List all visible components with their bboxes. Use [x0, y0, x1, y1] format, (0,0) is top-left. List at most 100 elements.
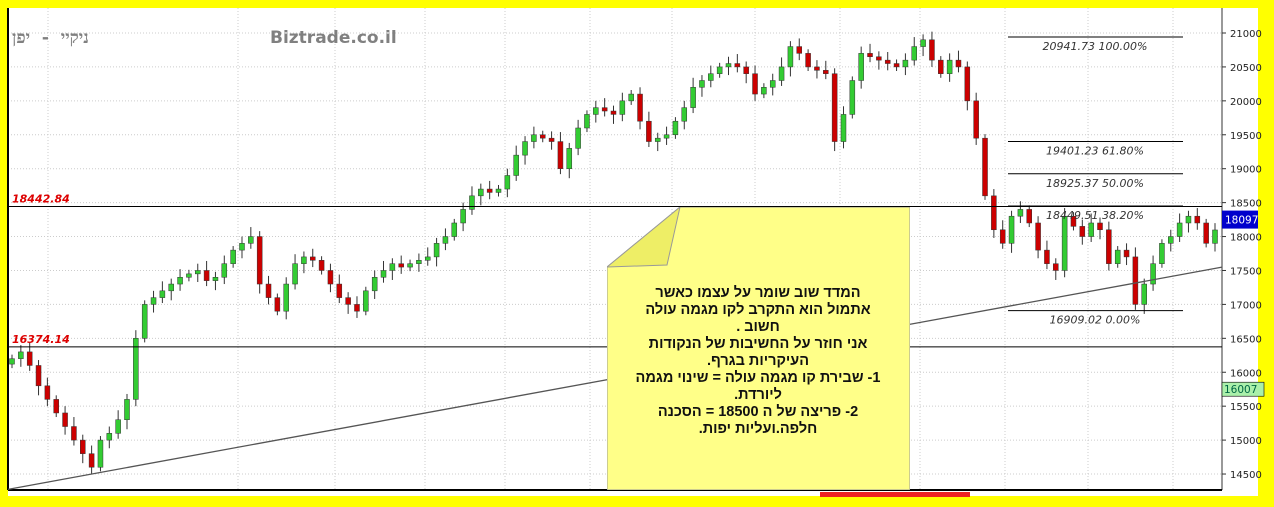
y-tick-label: 17000: [1230, 300, 1262, 311]
candle-body: [787, 46, 794, 68]
candle-body: [761, 87, 767, 95]
candle-body: [1044, 249, 1050, 264]
candle-body: [460, 209, 466, 224]
candle-body: [734, 63, 741, 68]
candle-body: [53, 399, 59, 414]
candle-body: [292, 263, 298, 285]
candle-body: [566, 148, 573, 169]
last-price-box: [1222, 210, 1258, 229]
candle-body: [991, 195, 997, 231]
candle-body: [150, 297, 157, 305]
y-tick-label: 20500: [1230, 63, 1262, 74]
candle-body: [389, 263, 396, 271]
candle-body: [186, 273, 192, 278]
candle-body: [18, 351, 24, 359]
candle-body: [1141, 283, 1147, 305]
candle-body: [1168, 236, 1174, 244]
last-price-label: 18097: [1225, 215, 1258, 227]
instrument-title: ניקיי - יפן: [12, 28, 89, 48]
candle-body: [593, 107, 599, 115]
candle-body: [654, 137, 661, 142]
candle-body: [796, 46, 803, 54]
candle-body: [318, 260, 325, 271]
sticky-note[interactable]: [607, 207, 910, 490]
candle-body: [159, 290, 166, 298]
candle-body: [663, 134, 670, 139]
timeline-highlight: [820, 492, 970, 497]
candle-body: [239, 243, 245, 251]
horizontal-level-label: 18442.84: [12, 193, 70, 206]
candle-body: [1079, 226, 1086, 237]
candle-body: [363, 290, 369, 312]
y-tick-label: 15500: [1230, 402, 1262, 413]
fibonacci-level-label: 18925.37 50.00%: [1046, 177, 1144, 190]
candle-body: [416, 260, 422, 264]
candle-body: [407, 263, 413, 268]
candle-body: [982, 137, 988, 197]
candle-body: [1088, 222, 1094, 237]
candle-body: [902, 59, 909, 68]
candle-body: [681, 107, 688, 122]
candle-body: [230, 249, 236, 264]
candle-body: [478, 188, 484, 197]
candle-body: [823, 70, 829, 74]
candle-body: [256, 236, 263, 285]
candle-body: [946, 59, 953, 74]
candle-body: [938, 59, 944, 74]
candle-body: [584, 114, 590, 129]
candle-body: [1070, 215, 1077, 227]
candle-body: [398, 263, 404, 268]
candle-body: [672, 120, 679, 136]
candle-body: [610, 110, 617, 115]
candle-body: [778, 66, 785, 81]
candle-body: [1176, 222, 1183, 237]
candle-body: [504, 175, 511, 190]
candle-body: [168, 283, 174, 292]
candle-body: [1008, 215, 1015, 244]
candle-body: [451, 222, 458, 237]
candle-body: [522, 141, 528, 156]
candle-body: [141, 304, 148, 339]
candle-body: [380, 270, 387, 278]
candle-body: [35, 365, 42, 387]
candle-body: [1017, 209, 1024, 217]
y-tick-label: 17500: [1230, 266, 1262, 277]
y-tick-label: 19500: [1230, 131, 1262, 142]
candle-body: [26, 351, 33, 366]
candle-body: [354, 304, 360, 312]
candle-body: [486, 188, 493, 193]
candle-body: [1114, 249, 1121, 264]
candle-body: [920, 39, 926, 47]
candle-body: [557, 141, 564, 169]
candle-body: [884, 59, 891, 64]
y-tick-label: 14500: [1230, 470, 1262, 481]
y-tick-label: 15000: [1230, 436, 1262, 447]
candle-body: [265, 283, 272, 298]
candle-body: [973, 100, 979, 139]
candle-body: [221, 263, 228, 278]
candle-body: [1123, 249, 1130, 258]
candle-body: [133, 338, 139, 400]
candle-body: [1106, 229, 1112, 264]
candle-body: [867, 53, 873, 57]
candle-body: [876, 56, 882, 61]
candle-body: [248, 236, 254, 244]
candle-body: [955, 59, 962, 68]
candle-body: [1185, 215, 1192, 224]
candle-body: [752, 73, 758, 95]
candle-body: [1061, 215, 1068, 271]
candle-body: [601, 107, 608, 112]
candle-body: [9, 358, 15, 365]
candle-body: [62, 412, 68, 427]
horizontal-level-label: 16374.14: [12, 333, 70, 346]
candle-body: [619, 100, 626, 115]
fibonacci-level-label: 16909.02 0.00%: [1050, 314, 1141, 327]
candle-body: [1212, 229, 1218, 244]
candle-body: [80, 439, 86, 454]
candle-body: [1132, 256, 1139, 305]
candle-body: [1097, 222, 1103, 231]
candle-body: [469, 195, 475, 210]
candle-body: [646, 120, 652, 142]
note-text: המדד שוב שומר על עצמו כאשר אתמול הוא התק…: [635, 285, 881, 437]
candle-body: [513, 154, 519, 176]
